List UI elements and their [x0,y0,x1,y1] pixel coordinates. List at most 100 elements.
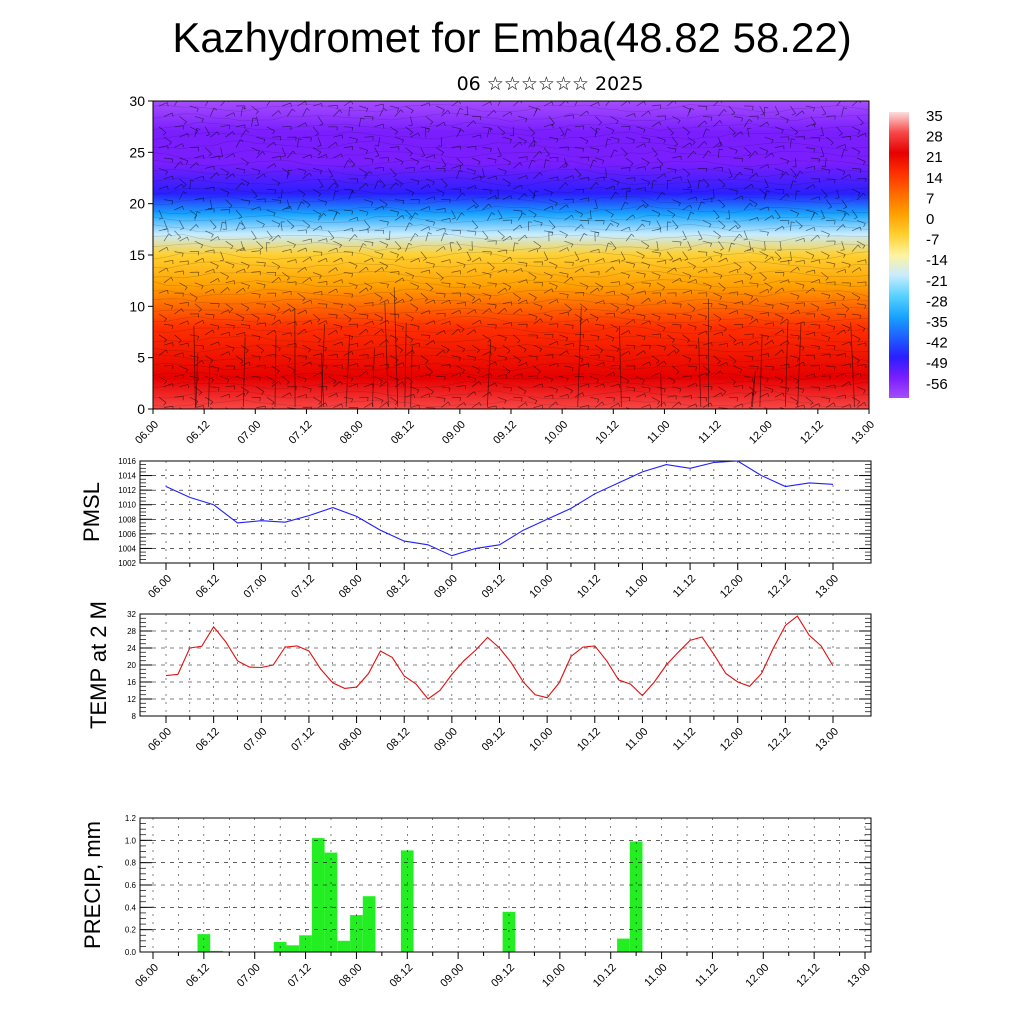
isoline [153,195,869,206]
wind-barb-feather [340,381,343,385]
wind-barb-feather [381,254,384,258]
wind-barb-feather [421,155,425,158]
wind-barb [451,165,461,169]
wind-barb [605,242,609,252]
wind-barb-feather [541,261,543,266]
wind-barb-feather [318,213,322,218]
wind-barb [743,202,751,211]
wind-barb [605,312,615,315]
x-tick-label: 13.00 [813,573,841,601]
wind-barb [471,344,480,351]
wind-barb [405,188,414,193]
wind-barb-feather [610,214,614,218]
wind-barb [328,105,338,107]
wind-barb-feather [228,351,231,356]
wind-barb [718,407,728,409]
wind-barb [744,333,754,336]
wind-barb [425,386,434,392]
wind-barb [518,344,527,350]
wind-barb [764,340,773,346]
wind-barb-feather [356,383,359,388]
wind-barb [364,116,374,118]
wind-barb [317,320,327,325]
isoline [153,270,869,280]
wind-barb-feather [692,141,696,146]
wind-barb [795,404,805,408]
wind-barb-feather [645,205,649,209]
wind-barb-feather [233,153,236,158]
wind-barb [235,313,245,319]
wind-barb [389,209,399,213]
wind-barb [579,110,588,117]
wind-barb-feather [474,268,477,273]
isoline [153,121,869,131]
wind-barb [764,322,774,325]
colorbar-label: -35 [926,314,948,331]
wind-barb-feather [603,383,605,388]
wind-barb-feather [695,382,698,387]
wind-barb-feather [369,171,373,175]
wind-barb-feather [688,358,692,363]
wind-barb [702,150,709,159]
wind-barb-feather [567,394,569,399]
wind-barb [441,282,451,284]
wind-barb-feather [185,369,189,373]
wind-barb-feather [479,257,482,262]
wind-barb-feather [462,192,466,196]
wind-barb-feather [689,142,693,147]
wind-barb [625,319,634,325]
wind-barb-feather [584,308,588,312]
wind-barb-feather [843,148,848,152]
wind-barb-feather [429,288,434,292]
y-tick-label: 20 [129,196,145,212]
wind-barb-feather [597,232,600,237]
wind-barb [836,168,846,173]
wind-barb-feather [401,326,404,331]
wind-barb-feather [546,154,550,157]
wind-barb-feather [428,310,431,315]
wind-barb [425,116,434,123]
wind-barb-feather [226,379,230,384]
wind-barb-feather [629,397,631,402]
wind-barb-feather [572,325,574,330]
wind-barb [518,386,527,392]
wind-barb-feather [792,180,797,183]
wind-barb [795,259,805,263]
wind-barb-feather [667,221,672,223]
wind-barb-feather [618,403,621,408]
wind-barb [282,102,291,107]
wind-barb [856,303,866,306]
wind-barb-feather [163,380,167,385]
isoline [153,159,869,168]
wind-barb [420,251,427,259]
wind-barb-feather [520,101,523,104]
wind-barb-feather [676,371,680,375]
wind-barb [682,230,687,240]
x-tick-label: 12.12 [766,726,794,754]
wind-barb [374,123,384,128]
precip-axes: 0.00.20.40.60.81.01.206.00 06.12 07.00 07.1… [125,814,873,990]
wind-barb-feather [463,284,466,289]
wind-barb [636,290,646,294]
wind-barb [466,251,472,260]
wind-barb [579,233,585,242]
wind-barb-feather [810,402,814,406]
wind-barb-feather [480,116,482,121]
wind-barb-feather [309,277,313,282]
wind-barb [774,209,781,218]
wind-barb-feather [739,369,743,374]
wind-barb [374,292,383,299]
wind-barb-feather [410,317,414,322]
wind-barb-feather [863,161,866,165]
wind-barb [702,220,712,225]
wind-barb-feather [459,165,462,170]
wind-barb-feather [632,214,636,219]
wind-barb [528,105,538,110]
wind-barb-feather [750,296,754,300]
wind-barb-feather [686,173,690,177]
wind-barb [697,251,708,253]
wind-barb [209,199,213,209]
wind-barb-feather [664,360,667,365]
wind-barb [518,362,527,367]
wind-barb-feather [216,172,220,176]
